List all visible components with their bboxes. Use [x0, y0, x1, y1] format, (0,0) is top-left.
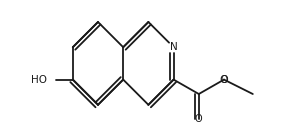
Text: O: O: [220, 75, 228, 85]
Text: N: N: [170, 42, 178, 52]
Text: O: O: [220, 75, 228, 85]
Text: HO: HO: [31, 75, 46, 85]
Text: O: O: [195, 114, 203, 124]
